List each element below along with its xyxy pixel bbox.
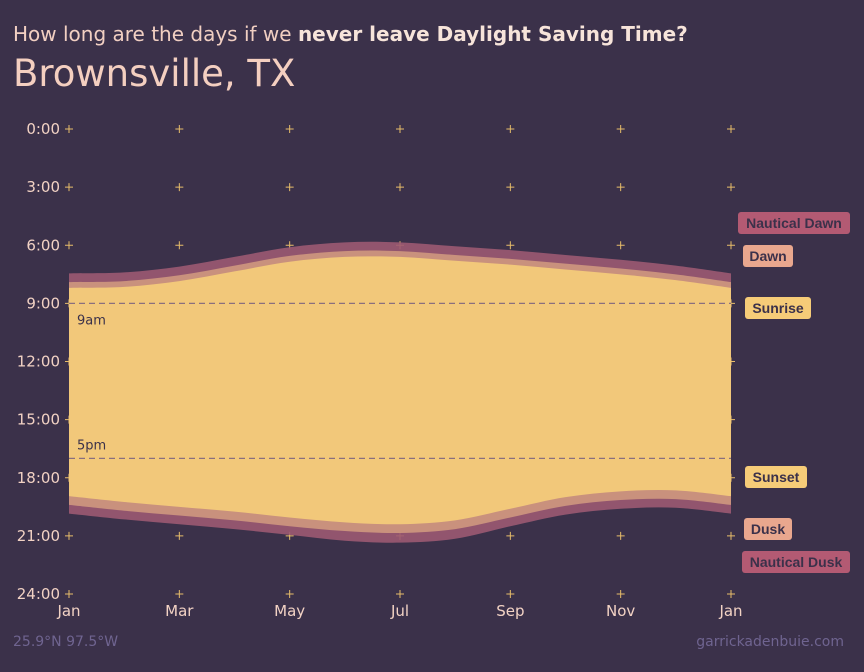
series-tag-bg (745, 297, 811, 319)
y-tick-label: 6:00 (26, 236, 60, 254)
series-tag-bg (743, 245, 793, 267)
grid-plus-mark (727, 125, 735, 133)
grid-plus-mark (285, 125, 294, 133)
chart-subtitle: How long are the days if we never leave … (13, 22, 688, 46)
series-tag-bg (745, 466, 807, 488)
grid-plus-mark (616, 590, 625, 598)
y-tick-label: 18:00 (17, 469, 60, 487)
series-tag-bg (744, 518, 792, 540)
grid-plus-mark (396, 590, 404, 598)
grid-plus-mark (396, 183, 404, 192)
grid-plus-mark (65, 531, 73, 540)
series-tag-label: Nautical Dusk (750, 554, 843, 570)
grid-plus-mark (65, 183, 73, 192)
series-tag-bg (738, 212, 850, 234)
series-tag-label: Dawn (749, 248, 786, 264)
x-tick-label: Mar (165, 602, 194, 620)
grid-plus-mark (506, 241, 515, 250)
grid-plus-mark (175, 125, 184, 133)
y-tick-label: 9:00 (26, 294, 60, 312)
series-tag-label: Sunset (753, 469, 800, 485)
coordinates-caption: 25.9°N 97.5°W (13, 634, 119, 650)
reference-label-9am: 9am (77, 313, 106, 328)
y-tick-label: 21:00 (17, 527, 60, 545)
daylight-band (69, 256, 731, 525)
x-tick-label: May (274, 602, 305, 620)
x-tick-label: Jan (718, 602, 742, 620)
grid-plus-mark (727, 183, 735, 192)
grid-plus-mark (175, 241, 184, 250)
x-tick-label: Nov (606, 602, 635, 620)
series-tag-label: Sunrise (752, 300, 804, 316)
grid-plus-mark (727, 241, 735, 250)
grid-plus-mark (506, 531, 515, 540)
y-tick-label: 15:00 (17, 411, 60, 429)
grid-plus-mark (65, 590, 73, 598)
grid-plus-mark (506, 590, 515, 598)
grid-plus-mark (65, 241, 73, 250)
grid-plus-mark (616, 241, 625, 250)
grid-plus-mark (727, 531, 735, 540)
series-tag-label: Dusk (751, 521, 785, 537)
y-tick-label: 24:00 (17, 585, 60, 603)
x-tick-label: Sep (496, 602, 524, 620)
grid-plus-mark (175, 183, 184, 192)
grid-plus-mark (616, 183, 625, 192)
subtitle-emphasis: never leave Daylight Saving Time? (297, 22, 688, 46)
grid-plus-mark (65, 125, 73, 133)
grid-plus-mark (506, 183, 515, 192)
grid-plus-mark (285, 590, 294, 598)
series-tag-bg (742, 551, 850, 573)
credit-link[interactable]: garrickadenbuie.com (696, 634, 844, 650)
series-tag-label: Nautical Dawn (746, 215, 842, 231)
grid-plus-mark (396, 125, 404, 133)
grid-plus-mark (727, 590, 735, 598)
grid-plus-mark (506, 125, 515, 133)
x-tick-label: Jul (390, 602, 409, 620)
y-tick-label: 0:00 (26, 120, 60, 138)
grid-plus-mark (175, 531, 184, 540)
subtitle-prefix: How long are the days if we (13, 22, 298, 46)
grid-plus-mark (175, 590, 184, 598)
chart-title: Brownsville, TX (13, 52, 296, 95)
reference-label-5pm: 5pm (77, 438, 106, 453)
grid-plus-mark (616, 531, 625, 540)
y-tick-label: 12:00 (17, 353, 60, 371)
grid-plus-mark (285, 183, 294, 192)
y-tick-label: 3:00 (26, 178, 60, 196)
grid-plus-mark (616, 125, 625, 133)
x-tick-label: Jan (56, 602, 80, 620)
